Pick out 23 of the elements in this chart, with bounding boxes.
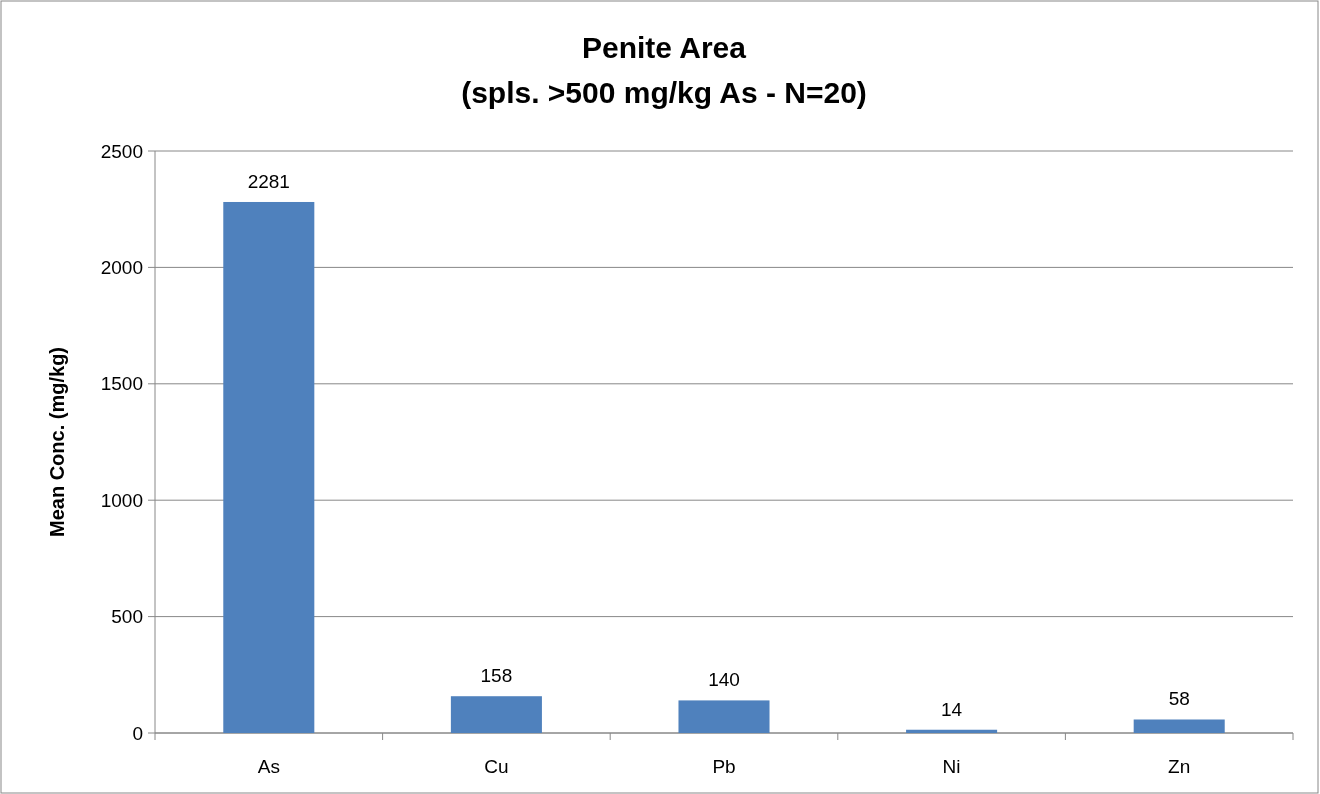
bar	[450, 696, 542, 733]
y-axis-title: Mean Conc. (mg/kg)	[46, 346, 68, 538]
x-tick-label: Zn	[1168, 756, 1191, 777]
data-label: 58	[1168, 688, 1190, 710]
data-label: 158	[480, 665, 513, 687]
bar	[1133, 719, 1225, 733]
x-tick-label: Pb	[712, 756, 736, 777]
data-label: 2281	[247, 170, 290, 192]
y-tick-label: 2500	[100, 140, 143, 162]
bar	[678, 700, 770, 733]
bar	[223, 201, 315, 733]
x-tick-label: Ni	[942, 756, 961, 777]
y-tick-label: 2000	[100, 257, 143, 279]
y-tick-label: 1000	[100, 489, 143, 511]
x-tick-label: As	[257, 756, 280, 777]
data-label: 14	[941, 698, 963, 720]
x-tick-label: Cu	[484, 756, 509, 777]
y-tick-label: 500	[111, 606, 143, 628]
y-tick-label: 1500	[100, 373, 143, 395]
y-tick-label: 0	[132, 722, 143, 744]
chart-title: Penite Area (spls. >500 mg/kg As - N=20)	[461, 31, 867, 109]
data-label: 140	[708, 669, 740, 691]
bar	[906, 729, 998, 733]
